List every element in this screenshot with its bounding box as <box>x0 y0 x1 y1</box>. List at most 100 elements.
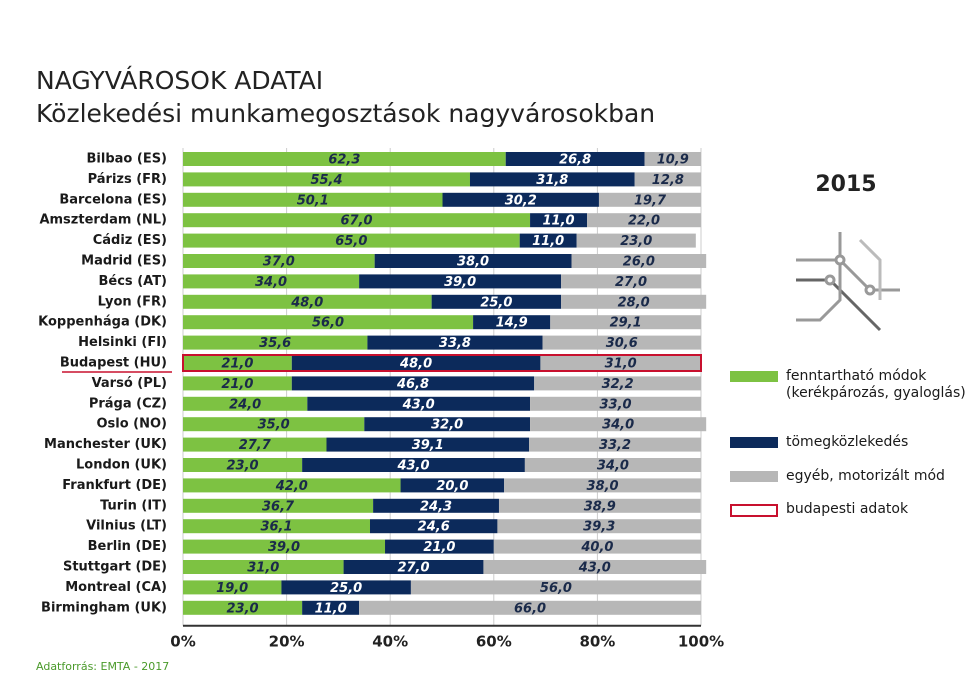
bar-segment <box>519 233 577 248</box>
value-label: 30,6 <box>606 336 638 351</box>
value-label: 48,0 <box>290 295 323 310</box>
bar-segment <box>183 560 344 574</box>
bar-segment <box>183 458 303 472</box>
y-tick-label: Cádiz (ES) <box>93 233 167 248</box>
bar-segment <box>530 213 588 228</box>
value-label: 62,3 <box>328 153 360 168</box>
value-label: 24,6 <box>418 520 450 535</box>
bar-segment <box>326 437 530 452</box>
value-label: 43,0 <box>396 459 429 474</box>
bar-segment <box>534 376 701 391</box>
bar-segment <box>183 152 506 166</box>
legend-label: egyéb, motorizált mód <box>786 468 945 484</box>
x-tick-label: 20% <box>269 632 305 650</box>
legend-label: budapesti adatok <box>786 501 909 517</box>
value-label: 56,0 <box>312 316 344 331</box>
value-label: 48,0 <box>399 357 432 372</box>
value-label: 23,0 <box>227 601 259 616</box>
bar-segment <box>529 437 701 452</box>
legend-label: tömegközlekedés <box>786 434 909 450</box>
bar-segment <box>291 376 535 391</box>
bar-segment <box>576 233 696 248</box>
bar-segment <box>343 560 484 574</box>
y-tick-label: Stuttgart (DE) <box>63 560 167 575</box>
y-tick-label: Bilbao (ES) <box>87 152 167 167</box>
y-tick-label: Frankfurt (DE) <box>62 478 167 493</box>
value-label: 29,1 <box>610 316 642 331</box>
value-label: 33,2 <box>599 438 631 453</box>
value-label: 25,0 <box>480 295 512 310</box>
legend-swatch <box>730 371 778 382</box>
y-tick-label: Párizs (FR) <box>88 172 167 187</box>
bar-segment <box>473 315 551 330</box>
value-label: 43,0 <box>578 561 611 576</box>
value-label: 35,0 <box>258 418 290 433</box>
value-label: 23,0 <box>227 459 259 474</box>
bar-segment <box>530 396 701 411</box>
bar-segment <box>183 172 470 187</box>
bar-segment <box>302 600 360 615</box>
bar-segment <box>530 417 707 432</box>
value-label: 11,0 <box>315 601 347 616</box>
value-label: 35,6 <box>259 336 291 351</box>
bar-segment <box>369 519 498 534</box>
value-label: 11,0 <box>543 214 575 229</box>
bar-segment <box>183 254 375 268</box>
bar-segment <box>359 600 701 615</box>
value-label: 11,0 <box>532 234 564 249</box>
y-tick-label: Birmingham (UK) <box>41 600 167 615</box>
value-label: 65,0 <box>335 234 367 249</box>
y-tick-label: Madrid (ES) <box>81 254 167 269</box>
bar-segment <box>183 519 370 534</box>
y-tick-label: Amszterdam (NL) <box>39 213 167 228</box>
y-tick-label: Budapest (HU) <box>60 356 167 371</box>
value-label: 19,0 <box>216 581 248 596</box>
value-label: 36,1 <box>260 520 292 535</box>
value-label: 26,0 <box>623 255 655 270</box>
value-label: 19,7 <box>634 193 667 208</box>
bar-segment <box>493 539 701 554</box>
bar-segment <box>183 356 292 370</box>
value-label: 24,0 <box>229 397 261 412</box>
bar-segment <box>302 458 525 472</box>
x-tick-label: 40% <box>372 632 408 650</box>
highlight-box <box>182 354 702 372</box>
value-label: 38,0 <box>587 479 619 494</box>
metro-icon <box>796 232 900 332</box>
value-label: 31,8 <box>536 173 568 188</box>
value-label: 39,3 <box>583 520 615 535</box>
legend-swatch <box>730 437 778 448</box>
y-tick-label: Varsó (PL) <box>92 376 167 391</box>
value-label: 12,8 <box>652 173 684 188</box>
bar-segment <box>183 478 401 493</box>
y-tick-label: Montreal (CA) <box>65 580 167 595</box>
bar-segment <box>183 335 368 350</box>
bar-segment <box>400 478 505 493</box>
bar-segment <box>373 498 499 513</box>
bar-segment <box>504 478 701 493</box>
chart-title: NAGYVÁROSOK ADATAI <box>36 66 323 95</box>
bar-segment <box>183 396 308 411</box>
value-label: 27,7 <box>239 438 272 453</box>
y-tick-label: Turin (IT) <box>100 498 167 513</box>
bar-segment <box>442 192 599 207</box>
value-label: 38,9 <box>584 499 616 514</box>
value-label: 10,9 <box>657 153 689 168</box>
y-tick-label: Lyon (FR) <box>98 294 167 309</box>
bar-segment <box>183 274 360 289</box>
value-label: 50,1 <box>297 193 329 208</box>
value-label: 37,0 <box>263 255 295 270</box>
y-tick-label: Helsinki (FI) <box>78 335 167 350</box>
value-label: 55,4 <box>310 173 342 188</box>
bar-segment <box>542 335 701 350</box>
value-label: 28,0 <box>618 295 650 310</box>
value-label: 21,0 <box>423 540 455 555</box>
bar-segment <box>291 356 541 370</box>
bar-segment <box>183 192 443 207</box>
bar-segment <box>505 152 645 166</box>
value-label: 21,0 <box>221 377 253 392</box>
x-tick-label: 0% <box>170 632 195 650</box>
bar-segment <box>598 192 701 207</box>
value-label: 20,0 <box>436 479 468 494</box>
